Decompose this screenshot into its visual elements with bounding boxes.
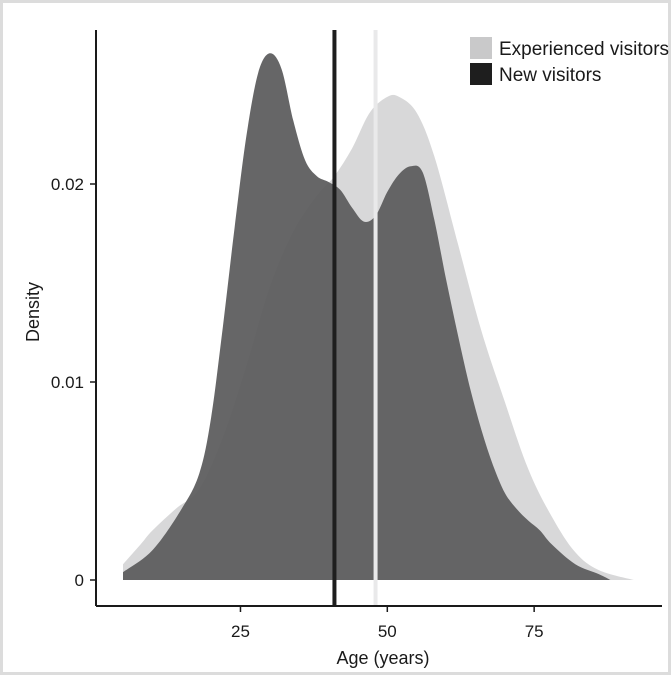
x-axis-ticks: 25 50 75 <box>231 606 544 641</box>
x-tick-label: 25 <box>231 622 250 641</box>
legend: Experienced visitors New visitors <box>470 37 669 86</box>
legend-swatch-new-visitors <box>470 63 492 85</box>
x-tick-label: 50 <box>378 622 397 641</box>
x-tick-label: 75 <box>525 622 544 641</box>
y-axis-ticks: 0 0.01 0.02 <box>51 175 96 590</box>
y-axis-title: Density <box>23 282 43 342</box>
mean-lines <box>332 30 378 606</box>
x-axis-title: Age (years) <box>336 648 429 668</box>
legend-label-experienced-visitors: Experienced visitors <box>499 39 669 60</box>
series-layer <box>123 53 634 581</box>
legend-swatch-experienced-visitors <box>470 37 492 59</box>
y-tick-label: 0 <box>75 571 84 590</box>
legend-label-new-visitors: New visitors <box>499 65 601 86</box>
plot-area <box>123 30 634 606</box>
y-tick-label: 0.02 <box>51 175 84 194</box>
y-tick-label: 0.01 <box>51 373 84 392</box>
density-area-new-visitors <box>123 53 611 581</box>
